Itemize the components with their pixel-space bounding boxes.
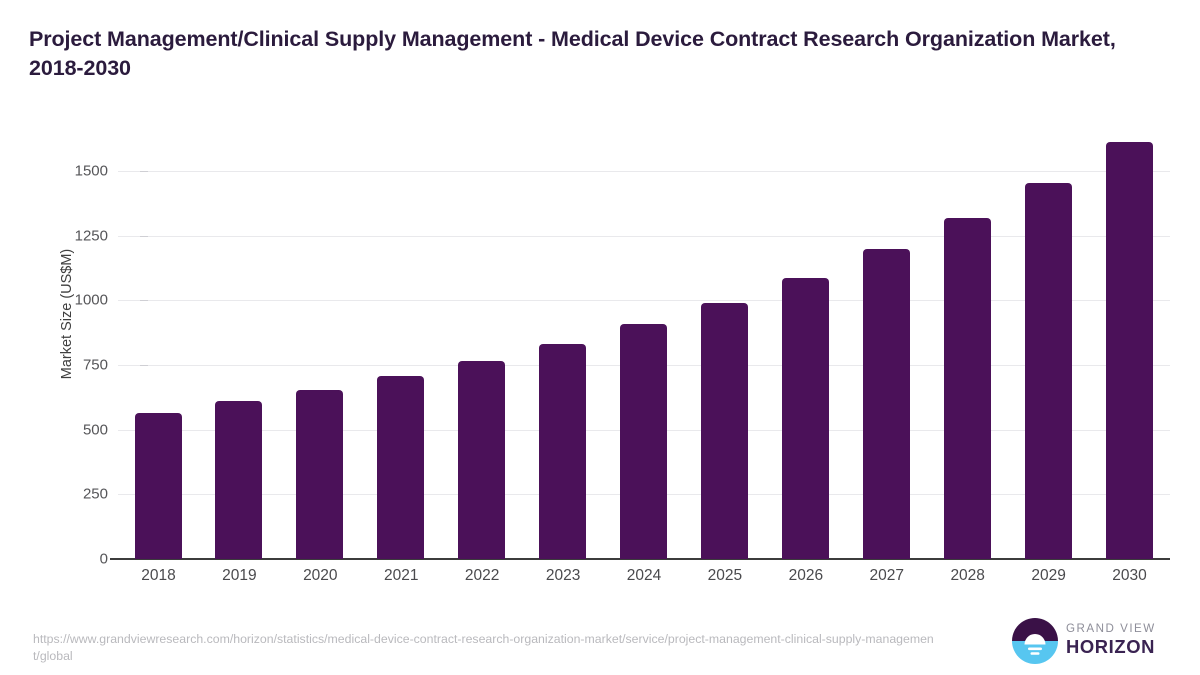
x-tick-label: 2028 [950, 567, 985, 584]
y-tick-label: 750 [82, 356, 108, 374]
horizon-logo-icon [1012, 618, 1058, 664]
y-tick-label: 1000 [74, 291, 108, 309]
x-tick-label: 2027 [869, 567, 904, 584]
bar-slot [927, 0, 1008, 559]
bar[interactable] [862, 249, 910, 559]
x-tick-label: 2021 [383, 567, 419, 584]
x-tick-label: 2029 [1031, 567, 1066, 584]
page-title: Project Management/Clinical Supply Manag… [29, 27, 1116, 80]
bar[interactable] [700, 302, 748, 559]
x-tick-label: 2026 [788, 567, 824, 584]
bar-slot [765, 0, 846, 559]
bar-slot [684, 0, 765, 559]
gridline [118, 300, 1170, 302]
gridline [118, 171, 1170, 172]
y-tick-mark [140, 235, 148, 237]
bar-slot [280, 0, 361, 559]
bar-slot [118, 0, 199, 559]
grand-view-horizon-logo: GRAND VIEW HORIZON [1012, 617, 1172, 667]
bar[interactable] [620, 323, 668, 559]
bar-slot [1089, 0, 1170, 559]
x-tick-label: 2020 [303, 567, 338, 584]
y-tick-mark [140, 365, 148, 366]
bar-slot [442, 0, 523, 559]
bar[interactable] [458, 361, 506, 559]
bar-slot [361, 0, 442, 559]
x-axis-line [110, 558, 1170, 560]
bar-series: 2018 2019 2020 2021 2022 2023 2024 2025 2026 2027… [118, 0, 1170, 584]
gridline [118, 235, 1170, 237]
x-tick-label: 2024 [626, 567, 662, 584]
y-tick-label: 1500 [74, 162, 108, 180]
x-tick-label: 2025 [707, 567, 743, 584]
y-tick-label: 1250 [74, 227, 108, 245]
x-tick-label: 2022 [464, 567, 500, 584]
bar-slot [1008, 0, 1089, 559]
y-tick-label: 250 [82, 485, 108, 503]
bar-slot [199, 0, 280, 559]
x-tick-label: 2019 [222, 567, 257, 584]
y-tick-mark [140, 300, 148, 302]
bar-slot [846, 0, 927, 559]
logo-bottom-text: HORIZON [1066, 636, 1155, 657]
source-url[interactable]: https://www.grandviewresearch.com/horizo… [33, 632, 934, 663]
y-tick-label: 500 [82, 421, 108, 439]
bar-slot [523, 0, 604, 559]
y-tick-mark [140, 171, 148, 172]
bar[interactable] [781, 278, 829, 559]
y-tick-label: 0 [99, 550, 108, 568]
x-tick-label: 2023 [545, 567, 581, 584]
bar[interactable] [134, 413, 182, 559]
logo-wordmark: GRAND VIEW HORIZON [1066, 621, 1172, 657]
bar[interactable] [1105, 142, 1153, 559]
y-axis-ticks: 0 250 500 750 1000 1250 1500 [30, 0, 148, 620]
bar[interactable] [377, 376, 425, 559]
x-tick-label: 2018 [141, 567, 176, 584]
logo-top-text: GRAND VIEW [1066, 622, 1156, 635]
bar[interactable] [296, 389, 344, 559]
bar[interactable] [215, 401, 263, 559]
bar[interactable] [1024, 182, 1072, 559]
bar[interactable] [539, 343, 587, 559]
x-tick-label: 2030 [1112, 567, 1147, 584]
bar-slot [604, 0, 685, 559]
bar[interactable] [943, 218, 991, 559]
plot-area: Market Size (US$M) 0 250 500 750 1000 1250 150… [30, 0, 1170, 620]
